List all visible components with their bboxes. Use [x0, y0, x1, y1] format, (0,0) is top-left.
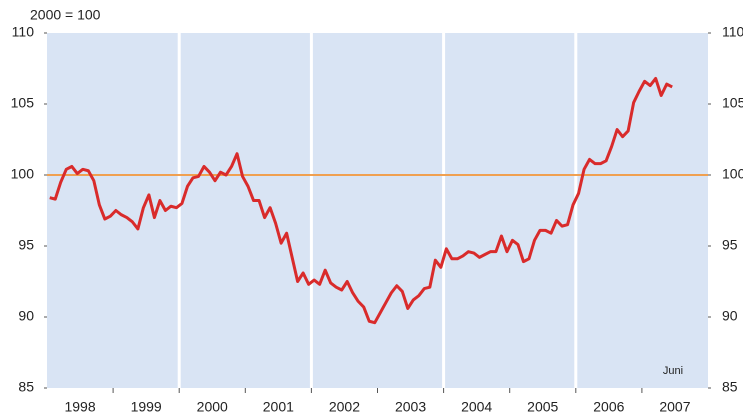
- x-tick-label: 2004: [461, 399, 492, 415]
- plot-background: [47, 33, 708, 388]
- annotation: Juni: [663, 365, 683, 377]
- y-tick-label: 85: [18, 379, 34, 395]
- y2-tick-label: 110: [722, 24, 743, 40]
- x-tick-label: 2002: [329, 399, 360, 415]
- y2-tick-label: 90: [722, 308, 738, 324]
- y-tick-label: 110: [12, 24, 35, 40]
- y-tick-label: 100: [11, 166, 35, 182]
- y-tick-label: 105: [11, 95, 35, 111]
- y2-tick-label: 105: [722, 95, 743, 111]
- y-tick-label: 90: [18, 308, 34, 324]
- x-tick-label: 2007: [659, 399, 690, 415]
- x-tick-label: 2001: [263, 399, 294, 415]
- x-tick-label: 2005: [527, 399, 558, 415]
- y-tick-label: 95: [18, 237, 34, 253]
- subtitle: 2000 = 100: [30, 7, 101, 23]
- series-line: [49, 76, 673, 325]
- x-tick-label: 1998: [64, 399, 95, 415]
- y2-tick-label: 100: [722, 166, 743, 182]
- x-tick-label: 2000: [197, 399, 228, 415]
- x-tick-label: 2006: [593, 399, 624, 415]
- x-tick-label: 1999: [131, 399, 162, 415]
- x-tick-label: 2003: [395, 399, 426, 415]
- y2-tick-label: 85: [722, 379, 738, 395]
- y2-tick-label: 95: [722, 237, 738, 253]
